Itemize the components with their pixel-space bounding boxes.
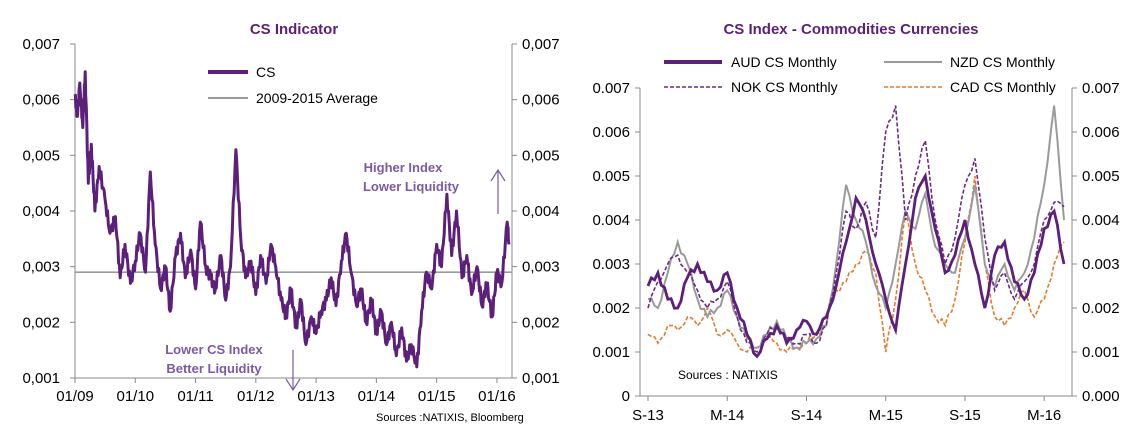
right-x-tick-label: S-15 [949, 407, 981, 424]
right-y-tick-label-right: 0.003 [1082, 256, 1120, 273]
left-y-ticks-right: 0,001 0,002 0,003 0,004 0,005 0,006 0,007 [522, 36, 560, 387]
right-axis-tick-marks [635, 87, 1077, 401]
right-x-ticks: S-13 M-14 S-14 M-15 S-15 M-16 [632, 407, 1061, 424]
left-x-tick-label: 01/12 [237, 388, 275, 405]
left-y-tick-label-right: 0,004 [522, 203, 560, 220]
left-y-tick-label: 0,006 [22, 92, 60, 109]
left-x-tick-label: 01/11 [177, 388, 213, 405]
left-x-tick-label: 01/16 [478, 388, 516, 405]
left-x-tick-label: 01/15 [418, 388, 456, 405]
right-chart-title: CS Index - Commodities Currencies [723, 21, 978, 38]
cs-indicator-chart: CS Indicator 0,0010,0020,0030,0040,0050,… [22, 21, 559, 424]
right-y-tick-label-right: 0.004 [1082, 212, 1120, 229]
aud-series-line [646, 171, 1066, 359]
right-y-tick-label: 0.005 [592, 168, 630, 185]
annotation-higher-index: Higher Index [364, 160, 444, 175]
left-y-tick-label-right: 0,003 [522, 259, 560, 276]
right-y-tick-label: 0.003 [592, 256, 630, 273]
right-x-tick-label: M-15 [869, 407, 903, 424]
left-x-tick-label: 01/09 [56, 388, 94, 405]
annotation-lower-cs-index: Lower CS Index [165, 342, 263, 357]
right-y-tick-label: 0 [622, 388, 630, 405]
left-y-tick-label-right: 0,005 [522, 147, 560, 164]
right-y-ticks-right: 0.000 0.001 0.002 0.003 0.004 0.005 0.006 0.007 [1082, 80, 1120, 405]
annotation-lower-liquidity: Lower Liquidity [363, 179, 460, 194]
legend-cs-label: CS [256, 64, 275, 80]
nok-series-line [647, 105, 1065, 353]
left-y-tick-label: 0,001 [22, 370, 60, 387]
legend-nzd-label: NZD CS Monthly [950, 54, 1055, 70]
right-source: Sources : NATIXIS [678, 368, 778, 382]
right-y-tick-label: 0.004 [592, 212, 630, 229]
left-y-tick-label: 0,005 [22, 147, 60, 164]
legend-average-label: 2009-2015 Average [256, 90, 378, 106]
legend-aud-label: AUD CS Monthly [731, 54, 837, 70]
left-y-tick-label-right: 0,001 [522, 370, 560, 387]
right-x-tick-label: M-14 [710, 407, 744, 424]
legend-cad-label: CAD CS Monthly [950, 79, 1056, 95]
right-y-tick-label: 0.007 [592, 80, 630, 97]
left-x-tick-label: 01/14 [358, 388, 396, 405]
right-y-tick-label-right: 0.005 [1082, 168, 1120, 185]
left-y-tick-label: 0,004 [22, 203, 60, 220]
left-x-ticks: 01/09 01/10 01/11 01/12 01/13 01/14 01/15 01/16 [56, 388, 515, 405]
right-y-tick-label: 0.006 [592, 124, 630, 141]
annotation-better-liquidity: Better Liquidity [166, 361, 262, 376]
left-y-tick-label-right: 0,006 [522, 92, 560, 109]
right-y-tick-label-right: 0.002 [1082, 300, 1120, 317]
cad-series-line [647, 175, 1065, 354]
right-y-tick-label-right: 0.000 [1082, 388, 1120, 405]
left-y-tick-label: 0,007 [22, 36, 60, 53]
right-x-tick-label: S-13 [632, 407, 664, 424]
left-x-tick-label: 01/13 [297, 388, 335, 405]
left-source: Sources :NATIXIS, Bloomberg [376, 412, 524, 424]
arrow-up-icon [490, 168, 506, 214]
right-y-tick-label: 0.001 [592, 344, 630, 361]
arrow-down-icon [285, 350, 301, 392]
right-x-tick-label: S-14 [791, 407, 823, 424]
left-y-tick-label-right: 0,002 [522, 314, 560, 331]
right-y-tick-label: 0.002 [592, 300, 630, 317]
right-x-tick-label: M-16 [1027, 407, 1061, 424]
right-y-tick-label-right: 0.007 [1082, 80, 1120, 97]
left-y-ticks: 0,001 0,002 0,003 0,004 0,005 0,006 0,007 [22, 36, 60, 387]
right-y-tick-label-right: 0.001 [1082, 344, 1120, 361]
right-y-ticks: 0 0.001 0.002 0.003 0.004 0.005 0.006 0.007 [592, 80, 630, 405]
right-y-tick-label-right: 0.006 [1082, 124, 1120, 141]
left-x-tick-label: 01/10 [117, 388, 155, 405]
cs-index-commodities-chart: CS Index - Commodities Currencies 0 0.001… [592, 21, 1119, 424]
left-y-tick-label: 0,002 [22, 314, 60, 331]
legend-nok-label: NOK CS Monthly [731, 79, 838, 95]
left-y-tick-label: 0,003 [22, 259, 60, 276]
cs-series-line [73, 70, 511, 369]
left-y-tick-label-right: 0,007 [522, 36, 560, 53]
left-chart-title: CS Indicator [250, 21, 339, 38]
nzd-series-line [647, 105, 1065, 350]
